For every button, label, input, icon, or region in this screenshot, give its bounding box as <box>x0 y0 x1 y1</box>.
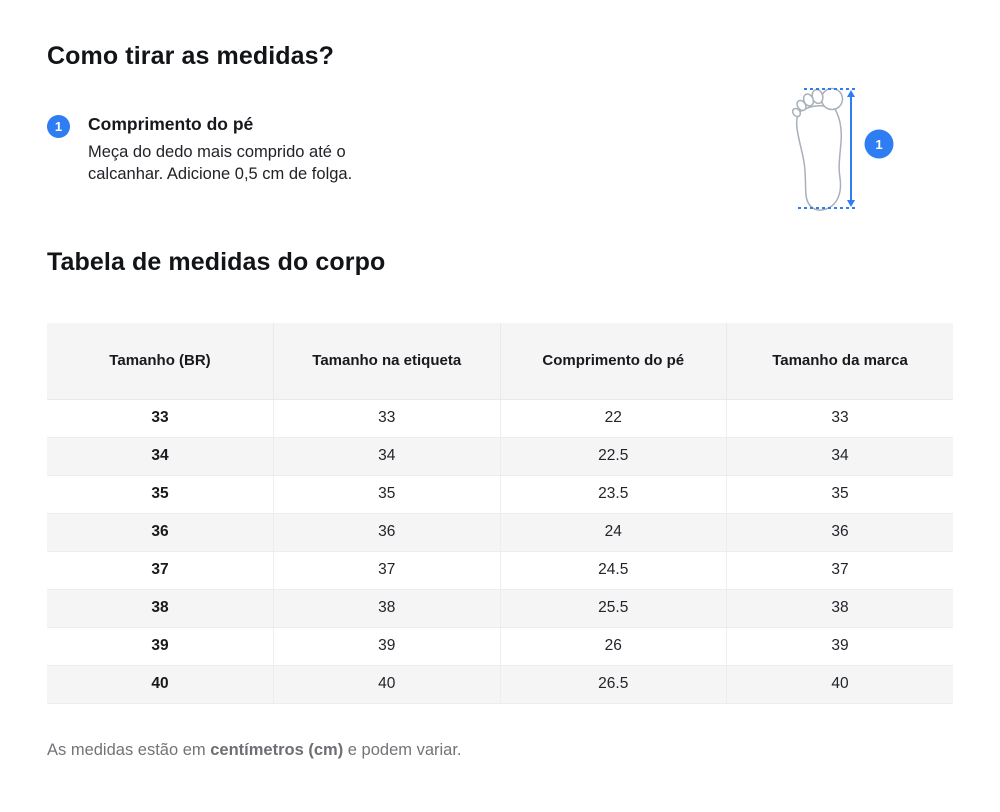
table-cell: 40 <box>47 665 274 704</box>
size-table-head: Tamanho (BR) Tamanho na etiqueta Comprimen… <box>47 323 953 400</box>
table-title: Tabela de medidas do corpo <box>47 248 386 276</box>
table-cell: 40 <box>726 665 953 704</box>
foot-illustration <box>791 87 844 211</box>
table-row: 34 34 22.5 34 <box>47 437 953 476</box>
column-header: Tamanho da marca <box>726 323 953 400</box>
big-toe <box>820 87 844 111</box>
measurements-footnote: As medidas estão em centímetros (cm) e p… <box>47 741 953 760</box>
measure-arrow <box>847 90 855 207</box>
table-row: 40 40 26.5 40 <box>47 665 953 704</box>
table-cell: 24 <box>500 513 727 552</box>
foot-measurement-diagram: 1 <box>788 86 900 216</box>
table-row: 35 35 23.5 35 <box>47 475 953 514</box>
size-table-body: 33 33 22 33 34 34 22.5 34 35 35 23.5 35 36 36 24 36 37 37… <box>47 399 953 704</box>
table-cell: 35 <box>47 475 274 514</box>
footnote-prefix: As medidas estão em <box>47 740 211 759</box>
size-table-header-row: Tamanho (BR) Tamanho na etiqueta Comprimen… <box>47 323 953 400</box>
table-cell: 38 <box>726 589 953 628</box>
step-body: Comprimento do pé Meça do dedo mais comp… <box>88 114 418 185</box>
diagram-badge-number: 1 <box>875 137 882 152</box>
table-cell: 37 <box>47 551 274 590</box>
table-cell: 39 <box>726 627 953 666</box>
diagram-step-badge: 1 <box>864 129 894 159</box>
how-to-title: Como tirar as medidas? <box>47 42 335 70</box>
table-cell: 34 <box>273 437 501 476</box>
table-cell: 36 <box>47 513 274 552</box>
table-cell: 24.5 <box>500 551 727 590</box>
table-cell: 38 <box>47 589 274 628</box>
footnote-unit: centímetros (cm) <box>210 740 344 759</box>
table-cell: 36 <box>726 513 953 552</box>
column-header: Tamanho na etiqueta <box>273 323 501 400</box>
table-cell: 37 <box>273 551 501 590</box>
step-title: Comprimento do pé <box>88 114 254 134</box>
table-row: 39 39 26 39 <box>47 627 953 666</box>
table-cell: 22 <box>500 399 727 438</box>
table-cell: 35 <box>726 475 953 514</box>
table-cell: 34 <box>726 437 953 476</box>
table-cell: 22.5 <box>500 437 727 476</box>
step-number-badge: 1 <box>47 115 70 138</box>
table-cell: 26 <box>500 627 727 666</box>
table-cell: 33 <box>273 399 501 438</box>
pinky-toe <box>791 107 802 118</box>
table-cell: 34 <box>47 437 274 476</box>
table-cell: 39 <box>47 627 274 666</box>
table-cell: 35 <box>273 475 501 514</box>
table-cell: 36 <box>273 513 501 552</box>
column-header: Tamanho (BR) <box>47 323 274 400</box>
table-cell: 25.5 <box>500 589 727 628</box>
table-cell: 23.5 <box>500 475 727 514</box>
table-cell: 39 <box>273 627 501 666</box>
foot-sole-outline <box>795 105 842 211</box>
table-cell: 38 <box>273 589 501 628</box>
measurement-step-1: 1 Comprimento do pé Meça do dedo mais co… <box>47 114 953 185</box>
step-description: Meça do dedo mais comprido até o calcanh… <box>88 143 353 183</box>
column-header: Comprimento do pé <box>500 323 727 400</box>
table-row: 38 38 25.5 38 <box>47 589 953 628</box>
foot-diagram-svg: 1 <box>791 87 894 211</box>
table-cell: 26.5 <box>500 665 727 704</box>
table-row: 33 33 22 33 <box>47 399 953 438</box>
table-row: 37 37 24.5 37 <box>47 551 953 590</box>
size-table: Tamanho (BR) Tamanho na etiqueta Comprimen… <box>47 323 953 704</box>
table-cell: 37 <box>726 551 953 590</box>
table-row: 36 36 24 36 <box>47 513 953 552</box>
table-cell: 40 <box>273 665 501 704</box>
table-cell: 33 <box>726 399 953 438</box>
table-cell: 33 <box>47 399 274 438</box>
footnote-suffix: e podem variar. <box>343 740 462 759</box>
fourth-toe <box>796 99 807 112</box>
